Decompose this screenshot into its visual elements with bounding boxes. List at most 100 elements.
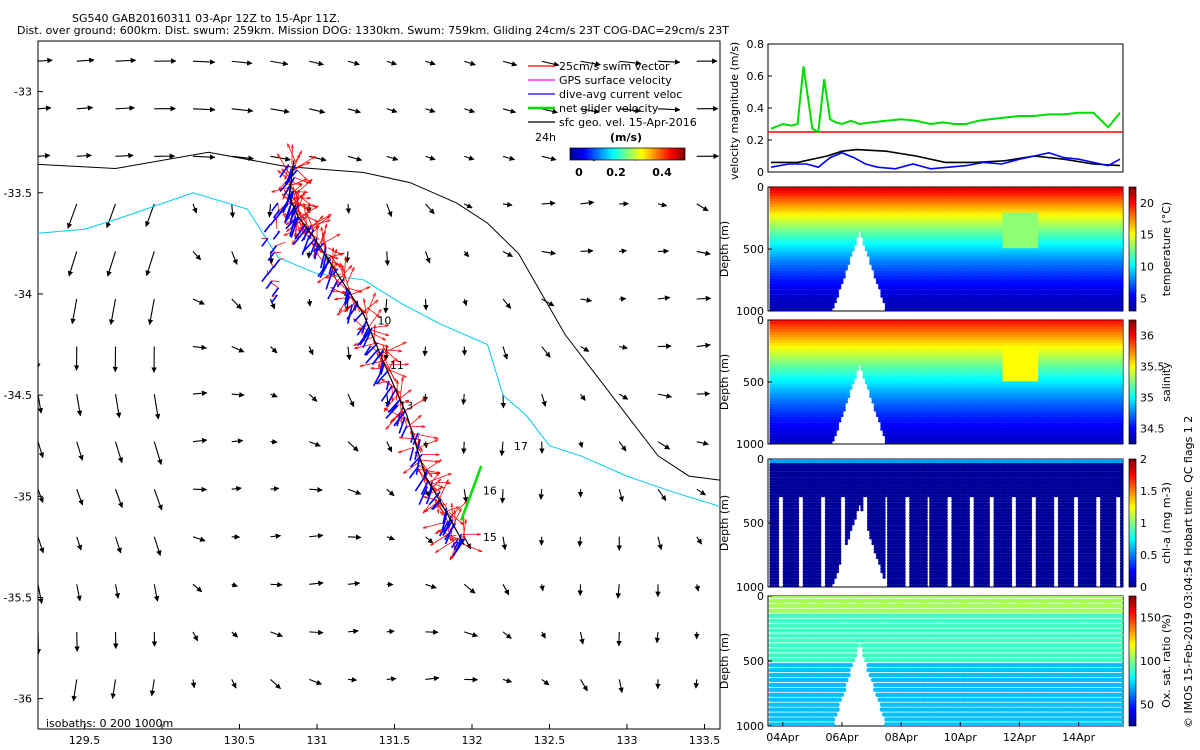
section-sample-point — [782, 256, 786, 260]
section-sample-point — [853, 239, 857, 244]
section-sample-point — [778, 226, 782, 230]
section-sample-point — [773, 237, 777, 241]
section-sample-point — [807, 215, 811, 219]
section-sample-point — [784, 239, 789, 244]
surface-velocity-arrow — [386, 488, 395, 497]
section-sample-point — [778, 193, 782, 197]
section-sample-point — [787, 215, 791, 219]
section-sample-point — [784, 237, 789, 241]
section-sample-point — [804, 231, 809, 235]
section-sample-point — [787, 226, 791, 230]
surface-velocity-arrow — [657, 536, 663, 551]
surface-velocity-arrow — [502, 346, 509, 360]
section-sample-point — [798, 248, 802, 252]
surface-velocity-arrow — [502, 677, 513, 684]
section-sample-point — [769, 199, 773, 203]
section-sample-point — [778, 259, 782, 263]
section-sample-point — [791, 245, 795, 249]
isobath-200m-line — [38, 192, 720, 507]
section-sample-point — [771, 289, 775, 293]
surface-velocity-arrow — [502, 631, 512, 639]
section-sample-point — [800, 231, 804, 235]
surface-velocity-arrow — [502, 298, 512, 309]
surface-velocity-arrow — [580, 346, 590, 352]
surface-velocity-arrow — [654, 631, 661, 644]
surface-velocity-arrow — [145, 203, 155, 228]
section-sample-point — [795, 245, 800, 249]
section-sample-point — [793, 188, 797, 192]
section-sample-point — [773, 299, 777, 304]
dac-vector — [439, 521, 449, 537]
section-sample-point — [793, 220, 797, 225]
surface-velocity-arrow — [114, 394, 122, 419]
section-sample-point — [778, 253, 782, 257]
section-sample-point — [776, 275, 780, 279]
section-sample-point — [795, 223, 800, 227]
surface-velocity-arrow — [386, 107, 398, 114]
swim-vector — [321, 227, 326, 252]
section-sample-point — [784, 278, 789, 282]
surface-velocity-arrow — [192, 298, 205, 305]
section-sample-point — [795, 237, 800, 241]
surface-velocity-arrow — [309, 441, 321, 447]
section-sample-point — [789, 190, 793, 195]
section-sample-point — [793, 302, 797, 306]
dac-vector — [272, 209, 281, 219]
dac-vector — [271, 287, 280, 297]
section-sample-point — [793, 237, 797, 241]
section-sample-point — [773, 204, 777, 208]
section-sample-point — [809, 239, 813, 244]
map-panel: 129.5 130 130.5 131 131.5 132 132.5 133 133.5 -3… — [4, 40, 721, 747]
surface-velocity-arrow — [696, 203, 709, 212]
isobath-1000m-line — [38, 151, 720, 481]
section-sample-point — [773, 278, 777, 282]
section-sample-point — [776, 223, 780, 227]
surface-velocity-arrow — [580, 393, 586, 401]
section-sample-point — [807, 220, 811, 225]
section-sample-point — [798, 209, 802, 214]
section-sample-point — [807, 209, 811, 214]
section-sample-point — [773, 272, 777, 276]
surface-velocity-arrow — [425, 155, 436, 161]
section-sample-point — [791, 190, 795, 195]
section-sample-point — [804, 269, 809, 274]
section-sample-point — [791, 305, 795, 309]
section-sample-point — [784, 280, 789, 285]
surface-velocity-arrow — [231, 251, 238, 265]
map-y-tick-label: -34.5 — [4, 389, 32, 402]
section-sample-point — [802, 305, 806, 309]
section-sample-point — [789, 291, 793, 295]
section-sample-point — [776, 272, 780, 276]
section-sample-point — [778, 272, 782, 276]
legend-label: net glider velocity — [559, 102, 659, 115]
surface-velocity-arrow — [657, 202, 668, 208]
section-sample-point — [811, 220, 815, 225]
section-sample-point — [789, 188, 793, 192]
surface-velocity-arrow — [70, 298, 78, 325]
swim-vector — [392, 385, 393, 401]
section-sample-point — [782, 259, 786, 263]
section-sample-point — [829, 308, 833, 311]
section-sample-point — [811, 218, 815, 222]
section-sample-point — [800, 264, 804, 268]
surface-velocity-arrow — [114, 489, 124, 509]
section-sample-point — [773, 259, 777, 263]
surface-velocity-arrow — [423, 298, 429, 311]
section-sample-point — [773, 267, 777, 271]
section-sample-point — [804, 267, 809, 271]
surface-velocity-arrow — [657, 488, 667, 502]
section-sample-point — [778, 188, 782, 192]
section-sample-point — [771, 299, 775, 304]
section-sample-point — [773, 226, 777, 230]
section-sample-point — [793, 289, 797, 293]
section-sample-point — [800, 218, 804, 222]
section-sample-point — [802, 299, 806, 304]
section-sample-point — [771, 212, 775, 216]
surface-velocity-arrow — [579, 631, 585, 645]
section-sample-point — [778, 269, 782, 274]
section-sample-point — [778, 223, 782, 227]
section-sample-point — [795, 261, 800, 265]
section-sample-point — [787, 239, 791, 244]
swim-vector — [418, 459, 439, 462]
velocity-series-line — [770, 66, 1121, 134]
